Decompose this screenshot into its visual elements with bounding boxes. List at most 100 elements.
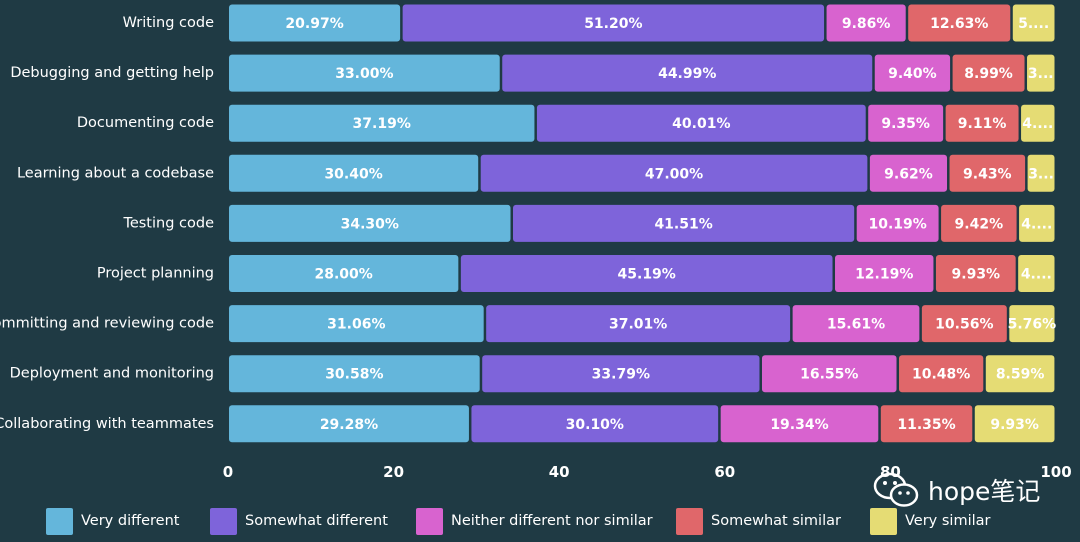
bar-documenting-code-somewhat-similar xyxy=(945,104,1019,142)
bar-committing-and-reviewing-code-very-similar xyxy=(1009,305,1055,343)
data-label-debugging-and-getting-help-very-different: 33.00% xyxy=(335,66,393,82)
category-label-collaborating-with-teammates: Collaborating with teammates xyxy=(0,416,214,432)
data-label-testing-code-neither-different-nor-similar: 10.19% xyxy=(868,216,926,232)
bar-testing-code-neither-different-nor-similar xyxy=(856,204,939,242)
data-label-documenting-code-very-different: 37.19% xyxy=(353,116,411,132)
data-label-testing-code-somewhat-similar: 9.42% xyxy=(955,216,1004,232)
bar-debugging-and-getting-help-very-different xyxy=(229,54,500,92)
category-labels: Writing code Debugging and getting help Do… xyxy=(0,15,214,432)
data-label-debugging-and-getting-help-somewhat-similar: 8.99% xyxy=(964,66,1013,82)
data-label-committing-and-reviewing-code-neither-different-nor-similar: 15.61% xyxy=(827,317,885,333)
data-label-testing-code-somewhat-different: 41.51% xyxy=(654,216,712,232)
bar-debugging-and-getting-help-neither-different-nor-similar xyxy=(874,54,951,92)
data-label-writing-code-somewhat-different: 51.20% xyxy=(584,16,642,32)
legend-label-somewhat-similar: Somewhat similar xyxy=(711,513,841,529)
bar-learning-about-a-codebase-somewhat-different xyxy=(480,154,868,192)
data-label-testing-code-very-similar: 4.... xyxy=(1021,216,1052,232)
category-label-writing-code: Writing code xyxy=(123,15,214,31)
bar-learning-about-a-codebase-very-similar xyxy=(1027,154,1055,192)
data-label-collaborating-with-teammates-somewhat-different: 30.10% xyxy=(566,417,624,433)
data-label-documenting-code-somewhat-different: 40.01% xyxy=(672,116,730,132)
bar-deployment-and-monitoring-very-similar xyxy=(985,355,1055,393)
data-label-collaborating-with-teammates-very-similar: 9.93% xyxy=(990,417,1039,433)
bar-project-planning-somewhat-similar xyxy=(935,255,1016,292)
legend-swatch-somewhat-similar xyxy=(676,508,703,535)
data-label-writing-code-somewhat-similar: 12.63% xyxy=(930,16,988,32)
data-label-project-planning-very-similar: 4.... xyxy=(1021,267,1052,283)
legend-label-very-different: Very different xyxy=(81,513,180,529)
data-label-deployment-and-monitoring-neither-different-nor-similar: 16.55% xyxy=(800,367,858,383)
bar-testing-code-very-different xyxy=(229,204,511,242)
data-label-debugging-and-getting-help-somewhat-different: 44.99% xyxy=(658,66,716,82)
bar-project-planning-very-different xyxy=(229,255,459,292)
x-axis: 0 20 40 60 80 100 xyxy=(223,463,1072,481)
data-label-learning-about-a-codebase-very-similar: 3... xyxy=(1028,166,1054,182)
bar-committing-and-reviewing-code-somewhat-similar xyxy=(921,305,1007,343)
bar-documenting-code-very-different xyxy=(229,104,535,142)
bar-testing-code-somewhat-different xyxy=(513,204,855,242)
bar-writing-code-very-different xyxy=(229,4,401,42)
legend-label-somewhat-different: Somewhat different xyxy=(245,513,388,529)
data-label-committing-and-reviewing-code-somewhat-similar: 10.56% xyxy=(935,317,993,333)
bar-committing-and-reviewing-code-neither-different-nor-similar xyxy=(792,305,920,343)
data-label-committing-and-reviewing-code-very-different: 31.06% xyxy=(327,317,385,333)
data-label-documenting-code-somewhat-similar: 9.11% xyxy=(958,116,1007,132)
bar-debugging-and-getting-help-very-similar xyxy=(1027,54,1055,92)
data-label-project-planning-somewhat-different: 45.19% xyxy=(618,267,676,283)
data-label-deployment-and-monitoring-somewhat-similar: 10.48% xyxy=(912,367,970,383)
watermark: hope笔记 xyxy=(872,470,1040,510)
bar-debugging-and-getting-help-somewhat-similar xyxy=(952,54,1025,92)
data-label-debugging-and-getting-help-neither-different-nor-similar: 9.40% xyxy=(888,66,937,82)
watermark-text: hope笔记 xyxy=(928,477,1041,506)
category-label-debugging-and-getting-help: Debugging and getting help xyxy=(10,65,214,81)
x-tick-100: 100 xyxy=(1040,463,1071,481)
category-label-deployment-and-monitoring: Deployment and monitoring xyxy=(10,366,214,382)
bar-collaborating-with-teammates-neither-different-nor-similar xyxy=(720,405,879,443)
data-label-learning-about-a-codebase-somewhat-similar: 9.43% xyxy=(963,166,1012,182)
legend-label-neither-different-nor-similar: Neither different nor similar xyxy=(451,513,653,529)
x-tick-20: 20 xyxy=(383,463,404,481)
bar-debugging-and-getting-help-somewhat-different xyxy=(502,54,873,92)
data-label-collaborating-with-teammates-very-different: 29.28% xyxy=(320,417,378,433)
data-label-collaborating-with-teammates-somewhat-similar: 11.35% xyxy=(897,417,955,433)
bar-collaborating-with-teammates-very-different xyxy=(229,405,469,443)
data-label-project-planning-neither-different-nor-similar: 12.19% xyxy=(855,267,913,283)
legend-swatch-very-different xyxy=(46,508,73,535)
bar-deployment-and-monitoring-neither-different-nor-similar xyxy=(761,355,897,393)
data-label-writing-code-very-similar: 5.... xyxy=(1018,16,1049,32)
x-tick-60: 60 xyxy=(714,463,735,481)
legend-label-very-similar: Very similar xyxy=(905,513,991,529)
data-label-deployment-and-monitoring-very-different: 30.58% xyxy=(325,367,383,383)
bar-writing-code-neither-different-nor-similar xyxy=(826,4,906,42)
data-label-documenting-code-very-similar: 4.... xyxy=(1022,116,1053,132)
bar-writing-code-very-similar xyxy=(1012,4,1055,42)
x-tick-80: 80 xyxy=(880,463,901,481)
bar-committing-and-reviewing-code-very-different xyxy=(229,305,484,343)
data-label-testing-code-very-different: 34.30% xyxy=(341,216,399,232)
data-label-learning-about-a-codebase-somewhat-different: 47.00% xyxy=(645,166,703,182)
bar-committing-and-reviewing-code-somewhat-different xyxy=(486,305,791,343)
wechat-icon xyxy=(873,472,919,507)
bar-documenting-code-neither-different-nor-similar xyxy=(868,104,944,142)
bar-testing-code-very-similar xyxy=(1019,204,1055,242)
data-label-learning-about-a-codebase-very-different: 30.40% xyxy=(324,166,382,182)
category-label-committing-and-reviewing-code: Committing and reviewing code xyxy=(0,316,214,332)
bars: 20.97% 51.20% 9.86% 12.63% 5.... 33.00% 44.99%… xyxy=(229,4,1057,443)
category-label-learning-about-a-codebase: Learning about a codebase xyxy=(17,165,214,181)
bar-writing-code-somewhat-similar xyxy=(908,4,1011,42)
data-label-deployment-and-monitoring-very-similar: 8.59% xyxy=(996,367,1045,383)
bar-learning-about-a-codebase-very-different xyxy=(229,154,479,192)
bar-deployment-and-monitoring-somewhat-similar xyxy=(899,355,984,393)
bar-collaborating-with-teammates-very-similar xyxy=(974,405,1055,443)
bar-project-planning-somewhat-different xyxy=(460,255,833,292)
data-label-committing-and-reviewing-code-very-similar: 5.76% xyxy=(1008,317,1057,333)
data-label-learning-about-a-codebase-neither-different-nor-similar: 9.62% xyxy=(884,166,933,182)
x-tick-0: 0 xyxy=(223,463,233,481)
data-label-writing-code-neither-different-nor-similar: 9.86% xyxy=(842,16,891,32)
category-label-project-planning: Project planning xyxy=(97,266,214,282)
bar-writing-code-somewhat-different xyxy=(402,4,825,42)
data-label-debugging-and-getting-help-very-similar: 3... xyxy=(1028,66,1054,82)
data-label-collaborating-with-teammates-neither-different-nor-similar: 19.34% xyxy=(770,417,828,433)
bar-project-planning-neither-different-nor-similar xyxy=(835,255,934,292)
